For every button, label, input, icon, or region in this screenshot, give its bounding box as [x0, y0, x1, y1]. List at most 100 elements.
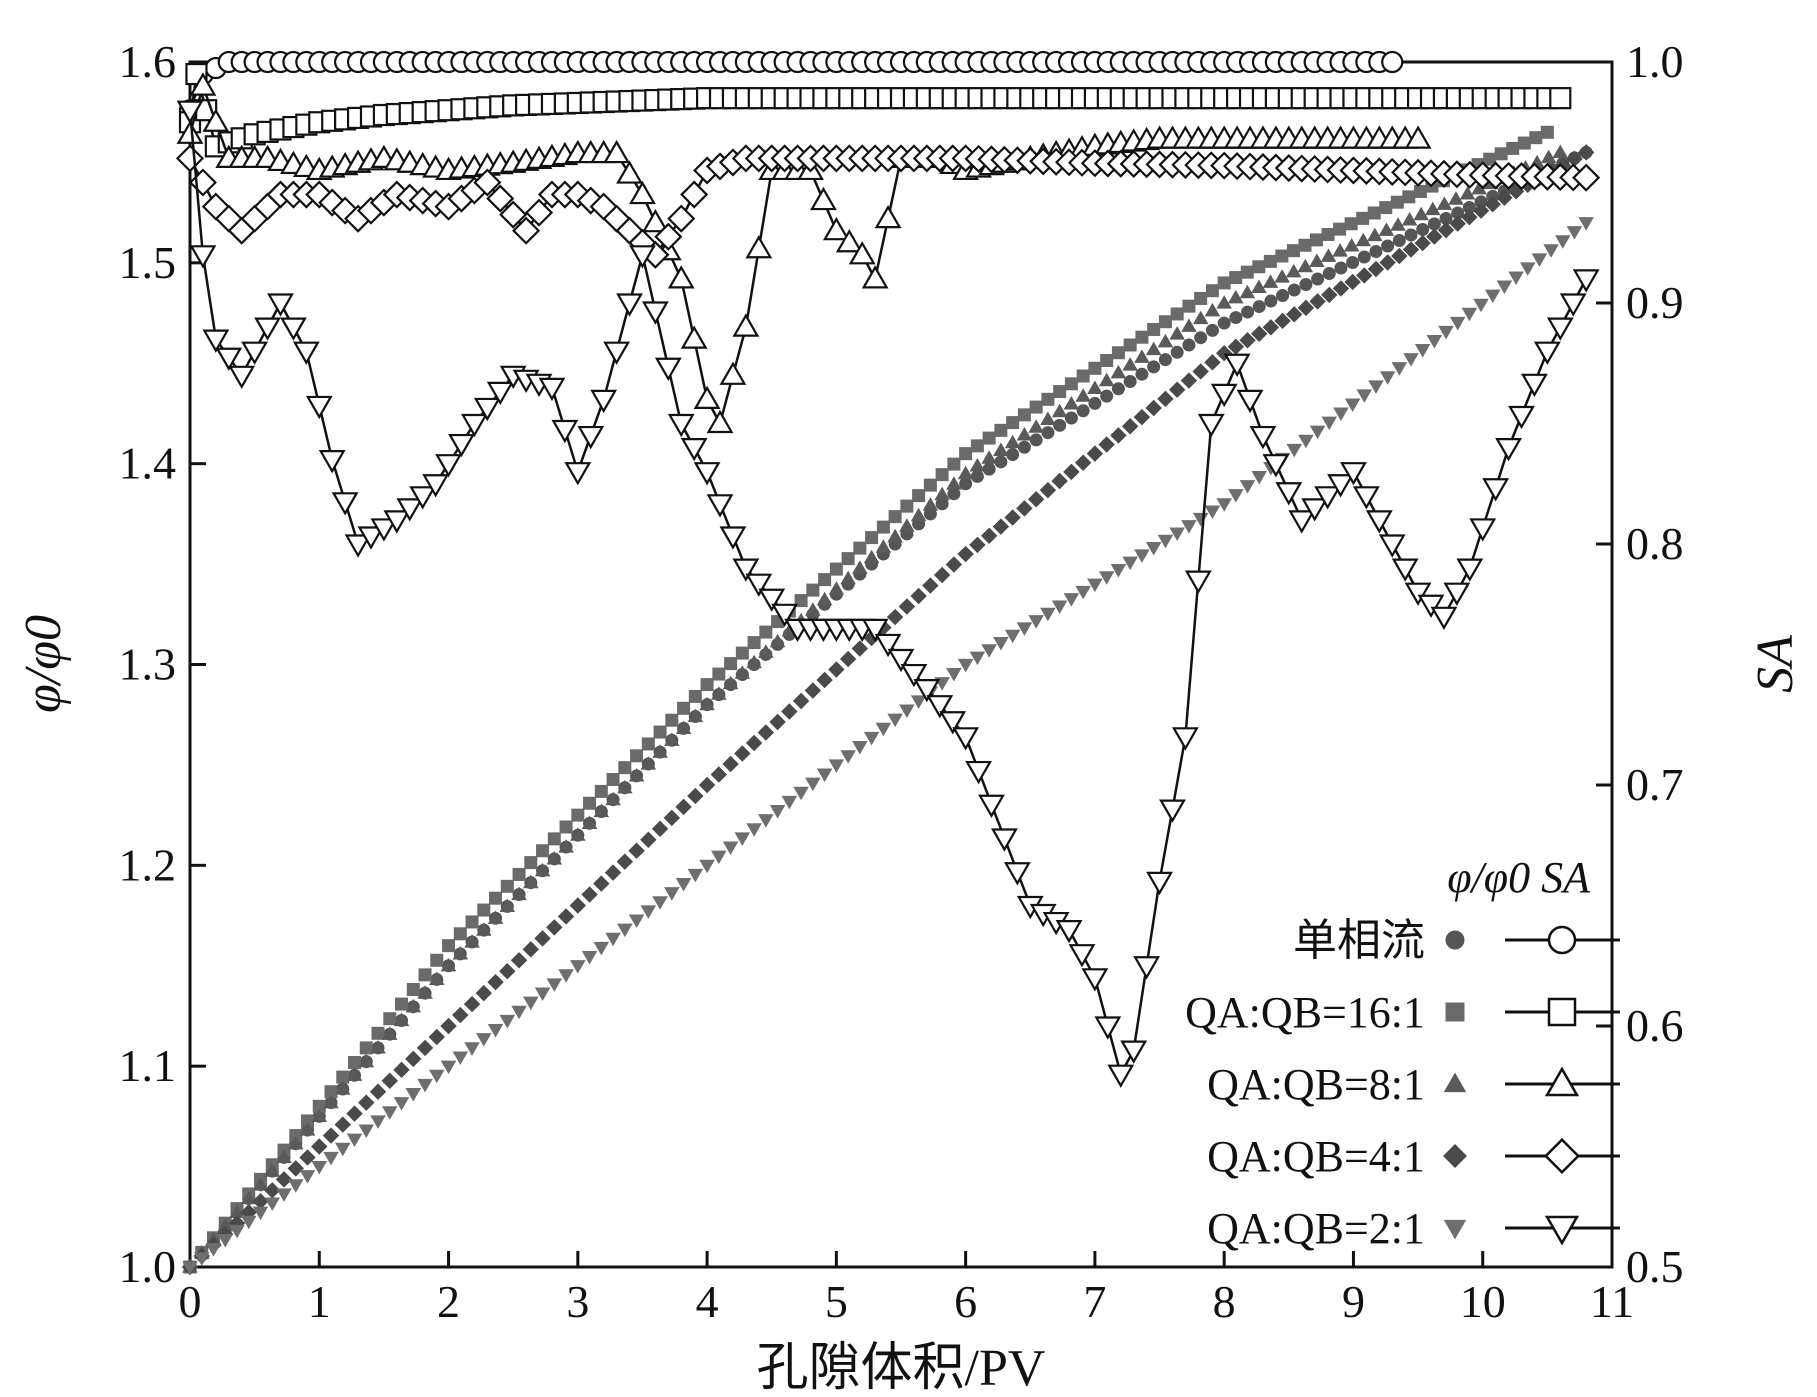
phi-point — [1531, 253, 1548, 267]
phi-point — [828, 759, 845, 773]
sa-point — [667, 265, 695, 289]
phi-point — [1484, 289, 1501, 304]
sa-point — [202, 329, 230, 353]
sa-point — [435, 454, 462, 478]
phi-point — [523, 874, 539, 889]
phi-point — [252, 1193, 269, 1210]
phi-point — [1333, 407, 1349, 422]
phi-point — [287, 1160, 304, 1177]
phi-point — [630, 749, 644, 763]
phi-point — [1205, 284, 1219, 298]
phi-point — [370, 1040, 386, 1054]
phi-series-4 — [182, 217, 1594, 1275]
phi-point — [229, 1224, 245, 1239]
sa-point — [1469, 518, 1497, 542]
sa-point — [874, 204, 902, 229]
phi-point — [406, 982, 420, 996]
phi-point — [1344, 217, 1358, 231]
y-right-tick-label: 1.0 — [1626, 36, 1684, 87]
phi-point — [840, 750, 856, 764]
sa-point — [460, 413, 488, 438]
phi-point — [417, 985, 433, 999]
phi-point — [1110, 364, 1127, 379]
phi-point — [252, 1206, 269, 1221]
sa-point — [719, 526, 747, 550]
phi-point — [217, 1234, 234, 1248]
sa-point — [1055, 919, 1083, 944]
phi-point — [1379, 201, 1393, 215]
phi-point — [853, 541, 867, 555]
phi-point — [1205, 323, 1219, 337]
phi-point — [452, 1051, 469, 1065]
phi-point — [499, 1014, 516, 1029]
phi-point — [1426, 334, 1443, 349]
sa-point — [654, 357, 682, 381]
phi-point — [1098, 436, 1115, 453]
phi-point — [1169, 326, 1185, 340]
phi-point — [430, 953, 444, 967]
phi-point — [910, 695, 927, 709]
phi-point — [994, 455, 1008, 469]
phi-point — [1134, 349, 1150, 363]
phi-point — [1332, 280, 1350, 297]
phi-point — [1413, 184, 1427, 198]
y-right-tick-label: 0.8 — [1626, 518, 1684, 569]
phi-point — [558, 969, 574, 983]
sa-point — [396, 498, 424, 522]
phi-point — [593, 941, 610, 956]
phi-point — [1414, 234, 1431, 252]
phi-point — [1121, 418, 1139, 435]
sa-point — [1443, 582, 1471, 606]
phi-point — [440, 957, 457, 972]
x-tick-label: 6 — [954, 1276, 977, 1327]
phi-point — [1555, 235, 1571, 249]
phi-point — [334, 1116, 351, 1133]
phi-point — [805, 602, 821, 616]
phi-point — [311, 1160, 328, 1175]
phi-point — [816, 591, 833, 606]
sa-point — [1327, 474, 1354, 498]
phi-point — [429, 971, 445, 986]
phi-point — [1381, 239, 1395, 253]
phi-point — [1110, 563, 1127, 578]
phi-point — [416, 1039, 434, 1057]
phi-point — [440, 1017, 457, 1035]
sa-point — [499, 200, 528, 229]
phi-point — [1262, 319, 1280, 336]
phi-point — [1088, 361, 1102, 375]
phi-point — [1367, 260, 1385, 278]
legend: φ/φ0 SA 单相流 QA:QB=16:1 QA:QB=8:1 QA:QB=4:1 Q… — [1185, 853, 1620, 1253]
sa-point — [616, 293, 643, 317]
phi-point — [1578, 217, 1594, 231]
phi-point — [1552, 144, 1569, 158]
phi-point — [1241, 305, 1255, 319]
sa-point — [603, 139, 631, 164]
phi-point — [863, 731, 880, 746]
phi-point — [664, 887, 680, 901]
phi-point — [945, 556, 963, 573]
phi-point — [1285, 263, 1302, 278]
sa-point — [900, 663, 928, 688]
phi-point — [1075, 585, 1091, 600]
sa-point — [913, 678, 941, 703]
phi-point — [1343, 237, 1360, 252]
sa-point — [357, 526, 385, 550]
y-axis-left: 1.0 1.1 1.2 1.3 1.4 1.5 1.6 — [119, 36, 206, 1292]
sa-series-group — [175, 50, 1601, 1088]
phi-point — [757, 724, 775, 741]
sa-point — [486, 381, 514, 406]
phi-point — [1110, 427, 1127, 444]
phi-point — [534, 930, 551, 947]
phi-point — [1263, 254, 1277, 268]
phi-point — [982, 431, 996, 445]
sa-point — [189, 72, 217, 96]
sa-point — [1262, 454, 1290, 478]
phi-point — [1356, 211, 1370, 225]
sa-point — [1003, 862, 1031, 886]
phi-point — [1145, 341, 1162, 356]
phi-point — [323, 1094, 339, 1109]
sa-series-0 — [178, 50, 1404, 122]
y-right-tick-label: 0.9 — [1626, 277, 1684, 328]
phi-point — [583, 796, 597, 810]
phi-point — [581, 886, 598, 903]
